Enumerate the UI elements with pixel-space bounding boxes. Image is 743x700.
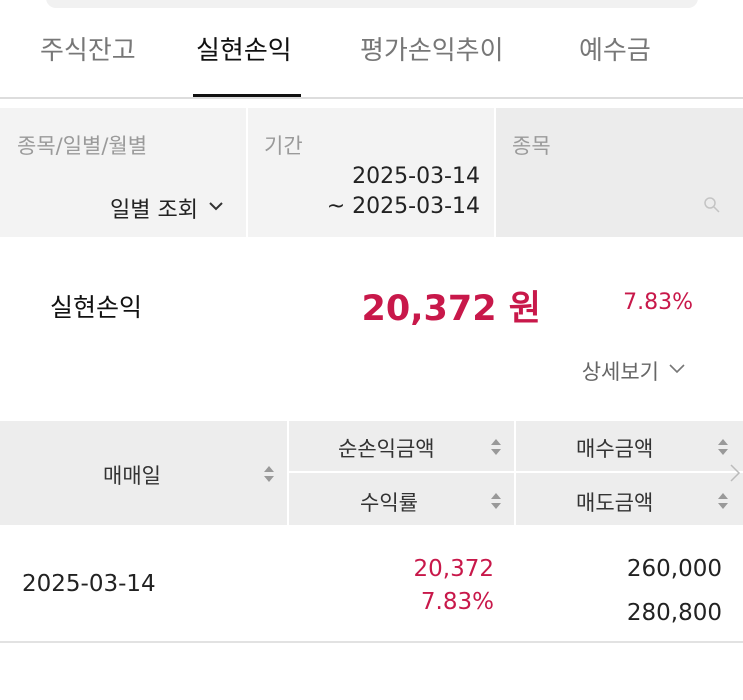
tab-underline (193, 94, 301, 98)
row-buy-amount: 260,000 (626, 556, 722, 582)
chevron-down (209, 202, 223, 211)
sort-icon[interactable] (717, 491, 729, 511)
row-sell-amount: 280,800 (626, 600, 722, 626)
tab-active[interactable]: 실현손익 (196, 36, 292, 66)
filter-period[interactable]: 기간 2025-03-14 ~ 2025-03-14 (248, 108, 494, 237)
sort-icon[interactable] (717, 437, 729, 457)
tab[interactable]: 평가손익추이 (360, 36, 504, 66)
search-icon (704, 197, 720, 213)
table-header (0, 421, 743, 525)
row-net-profit: 20,372 (413, 556, 494, 582)
header-separator (514, 421, 516, 525)
tab[interactable]: 예수금 (579, 36, 651, 66)
header-buy-amount[interactable]: 매수금액 (576, 437, 654, 461)
header-separator (289, 471, 743, 473)
header-sell-amount[interactable]: 매도금액 (576, 491, 654, 515)
period-from: 2025-03-14 (352, 164, 480, 189)
filter-label: 종목 (512, 134, 551, 158)
filter-label: 기간 (264, 134, 303, 158)
filter-type[interactable]: 종목/일별/월별 일별 조회 (0, 108, 246, 237)
summary-label: 실현손익 (50, 293, 143, 322)
row-date: 2025-03-14 (22, 571, 156, 597)
tab[interactable]: 주식잔고 (40, 36, 136, 66)
header-net-profit[interactable]: 순손익금액 (338, 437, 435, 461)
row-rate: 7.83% (420, 589, 494, 615)
period-to: ~ 2025-03-14 (326, 194, 480, 219)
search-bar-edge (46, 0, 698, 8)
sort-icon[interactable] (490, 491, 502, 511)
header-rate[interactable]: 수익률 (360, 491, 418, 515)
sort-icon[interactable] (263, 464, 275, 484)
filter-stock[interactable]: 종목 (496, 108, 743, 237)
header-date[interactable]: 매매일 (103, 464, 161, 488)
chevron-down (669, 364, 685, 374)
detail-link[interactable]: 상세보기 (581, 360, 659, 384)
header-separator (287, 421, 289, 525)
summary-amount: 20,372 원 (361, 289, 541, 329)
filter-value: 일별 조회 (110, 198, 198, 223)
scroll-right-icon[interactable] (729, 463, 741, 483)
row-divider (0, 641, 743, 643)
sort-icon[interactable] (490, 437, 502, 457)
divider (0, 97, 743, 99)
summary-rate: 7.83% (623, 290, 693, 315)
filter-label: 종목/일별/월별 (17, 134, 148, 158)
